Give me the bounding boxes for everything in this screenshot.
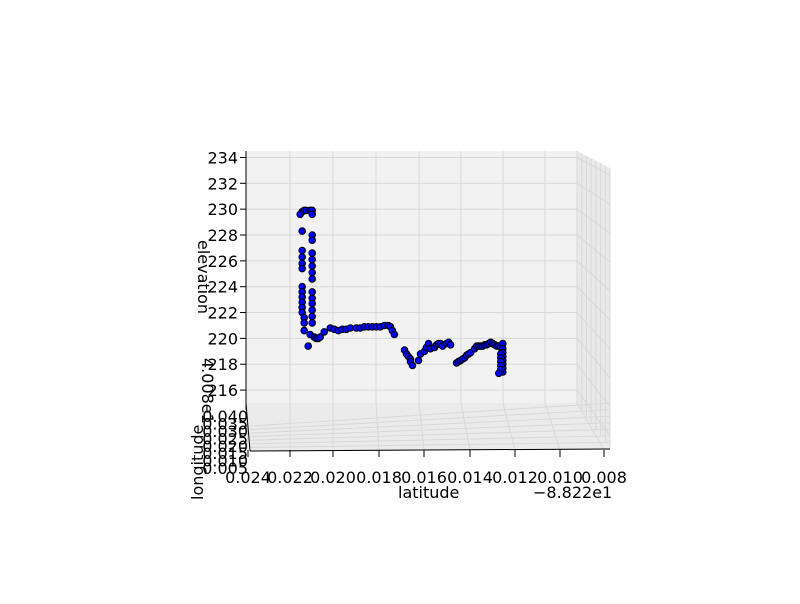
z-side-gridline (576, 208, 611, 234)
y-gridline (249, 415, 611, 434)
y-tick-label: 0.040 (202, 407, 248, 426)
z-tick-label: 220 (207, 329, 238, 348)
z-side-gridline (576, 182, 611, 205)
y-axis-offset-label: 4.008e1 (198, 358, 217, 424)
data-point (298, 264, 307, 273)
data-point (308, 262, 317, 270)
z-side-gridline (576, 157, 611, 176)
data-point (296, 210, 305, 219)
z-side-gridline (576, 312, 611, 350)
x-tick-label: 0.018 (356, 468, 402, 487)
axis-line (245, 402, 251, 452)
z-tick-label: 224 (207, 278, 238, 297)
z-axis-label: elevation (194, 240, 213, 314)
chart-axes (240, 151, 611, 457)
z-tick-label: 218 (207, 355, 238, 374)
x-tick-label: 0.020 (310, 468, 356, 487)
data-point (414, 356, 423, 365)
x-floor-gridline (418, 402, 425, 451)
x-tick-label: 0.016 (401, 468, 447, 487)
x-tick-label: 0.014 (447, 468, 493, 487)
z-tick-label: 234 (207, 148, 238, 167)
z-tick-label: 226 (207, 252, 238, 271)
x-tick-label: 0.022 (267, 468, 313, 487)
y-tick-label: 0.015 (202, 444, 248, 463)
data-point (320, 328, 329, 336)
z-tick-label: 230 (207, 200, 238, 219)
z-tick-label: 232 (207, 174, 238, 193)
x-tick-label: 0.010 (537, 468, 583, 487)
y-gridline (249, 428, 611, 441)
y-tick-label: 0.025 (202, 429, 248, 448)
x-tick-label: 0.024 (225, 468, 271, 487)
axis-line (249, 448, 611, 452)
data-point (308, 319, 317, 327)
data-point (300, 326, 309, 335)
data-point (308, 306, 317, 314)
y-gridline (249, 422, 611, 438)
x-floor-gridline (375, 402, 380, 451)
chart-tick-labels: 216 218 220 222 224 226 228 230 232 234 0.0240.022… (202, 148, 627, 487)
data-point (298, 246, 307, 255)
data-point (308, 275, 317, 283)
z-tick-label: 228 (207, 226, 238, 245)
data-point (304, 342, 313, 350)
data-point (308, 236, 317, 244)
data-point (300, 319, 309, 327)
y-gridline (249, 409, 611, 431)
z-side-gridline (576, 338, 611, 379)
data-point (308, 288, 317, 296)
z-tick-label: 222 (207, 304, 238, 323)
y-tick-label: 0.020 (202, 437, 248, 456)
data-point (308, 249, 317, 257)
data-point (298, 253, 307, 261)
z-side-gridline (576, 260, 611, 292)
data-point (308, 255, 317, 264)
data-point (408, 361, 417, 370)
data-point (298, 227, 307, 235)
x-floor-gridline (460, 402, 471, 451)
y-tick-label: 0.010 (202, 452, 248, 471)
z-tick-label: 216 (207, 381, 238, 400)
z-side-gridline (576, 286, 611, 321)
x-floor-gridline (544, 402, 561, 451)
data-point (308, 299, 317, 308)
x-axis-offset-label: −8.822e1 (533, 483, 612, 502)
data-point (308, 312, 317, 321)
x-tick-label: 0.012 (492, 468, 538, 487)
data-point (446, 341, 455, 349)
z-side-gridline (576, 234, 611, 263)
x-tick-label: 0.008 (581, 468, 627, 487)
z-side-gridline (576, 363, 611, 408)
y-tick-label: 0.030 (202, 422, 248, 441)
y-gridline (249, 441, 611, 448)
data-point (316, 333, 325, 341)
data-point (390, 330, 399, 339)
back-pane (246, 151, 577, 403)
y-tick-label: 0.035 (202, 415, 248, 434)
z-side-gridline (576, 389, 611, 437)
y-gridline (249, 402, 611, 427)
data-point (308, 268, 317, 277)
y-gridline (249, 435, 611, 445)
y-axis-label: longitude (188, 425, 207, 500)
data-point (495, 369, 503, 378)
x-axis-label: latitude (398, 483, 459, 502)
y-tick-label: 0.005 (202, 459, 248, 478)
chart-points (296, 206, 507, 378)
data-point (308, 210, 317, 219)
